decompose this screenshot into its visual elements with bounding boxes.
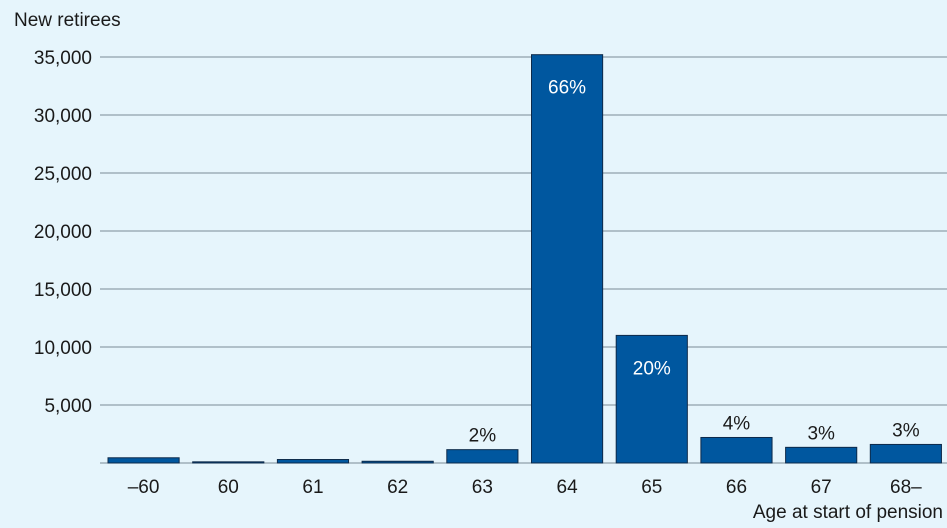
gridlines <box>100 56 947 464</box>
bar <box>276 459 350 464</box>
y-tick-label: 25,000 <box>34 164 92 185</box>
x-tick-label: 66 <box>726 477 747 498</box>
bar <box>531 54 604 464</box>
x-axis-title: Age at start of pension <box>753 502 943 523</box>
data-label: 66% <box>548 78 586 99</box>
x-tick-label: 65 <box>641 477 662 498</box>
bar <box>361 460 434 464</box>
y-tick-label: 5,000 <box>44 396 92 417</box>
data-label: 4% <box>723 413 751 434</box>
x-tick-label: 67 <box>811 477 832 498</box>
y-axis-title: New retirees <box>14 10 121 31</box>
x-tick-label: 60 <box>218 477 239 498</box>
data-label: 3% <box>807 423 835 444</box>
data-label: 20% <box>633 358 671 379</box>
x-tick-label: 64 <box>557 477 579 498</box>
y-tick-label: 20,000 <box>34 222 92 243</box>
y-tick-label: 10,000 <box>34 338 92 359</box>
bar <box>446 449 519 464</box>
x-tick-label: 63 <box>472 477 493 498</box>
y-tick-label: 15,000 <box>34 280 92 301</box>
bar <box>869 443 942 464</box>
data-label: 2% <box>469 426 497 447</box>
x-tick-label: 61 <box>302 477 323 498</box>
x-tick-label: 62 <box>387 477 408 498</box>
x-tick-label: –60 <box>128 477 160 498</box>
bar <box>107 457 180 464</box>
bar <box>615 334 688 464</box>
data-labels: 2% 66% 20% 4% 3% 3% <box>469 78 920 447</box>
y-tick-label: 35,000 <box>34 48 92 69</box>
bar <box>700 436 773 464</box>
data-label: 3% <box>892 420 920 441</box>
y-tick-label: 30,000 <box>34 106 92 127</box>
bar <box>785 446 858 464</box>
x-axis-ticks: –60 60 61 62 63 64 65 66 67 68– <box>128 477 922 498</box>
x-tick-label: 68– <box>890 477 922 498</box>
y-axis-ticks: 5,000 10,000 15,000 20,000 25,000 30,000 35,00… <box>34 48 92 417</box>
bars <box>107 54 942 464</box>
bar <box>192 461 265 464</box>
